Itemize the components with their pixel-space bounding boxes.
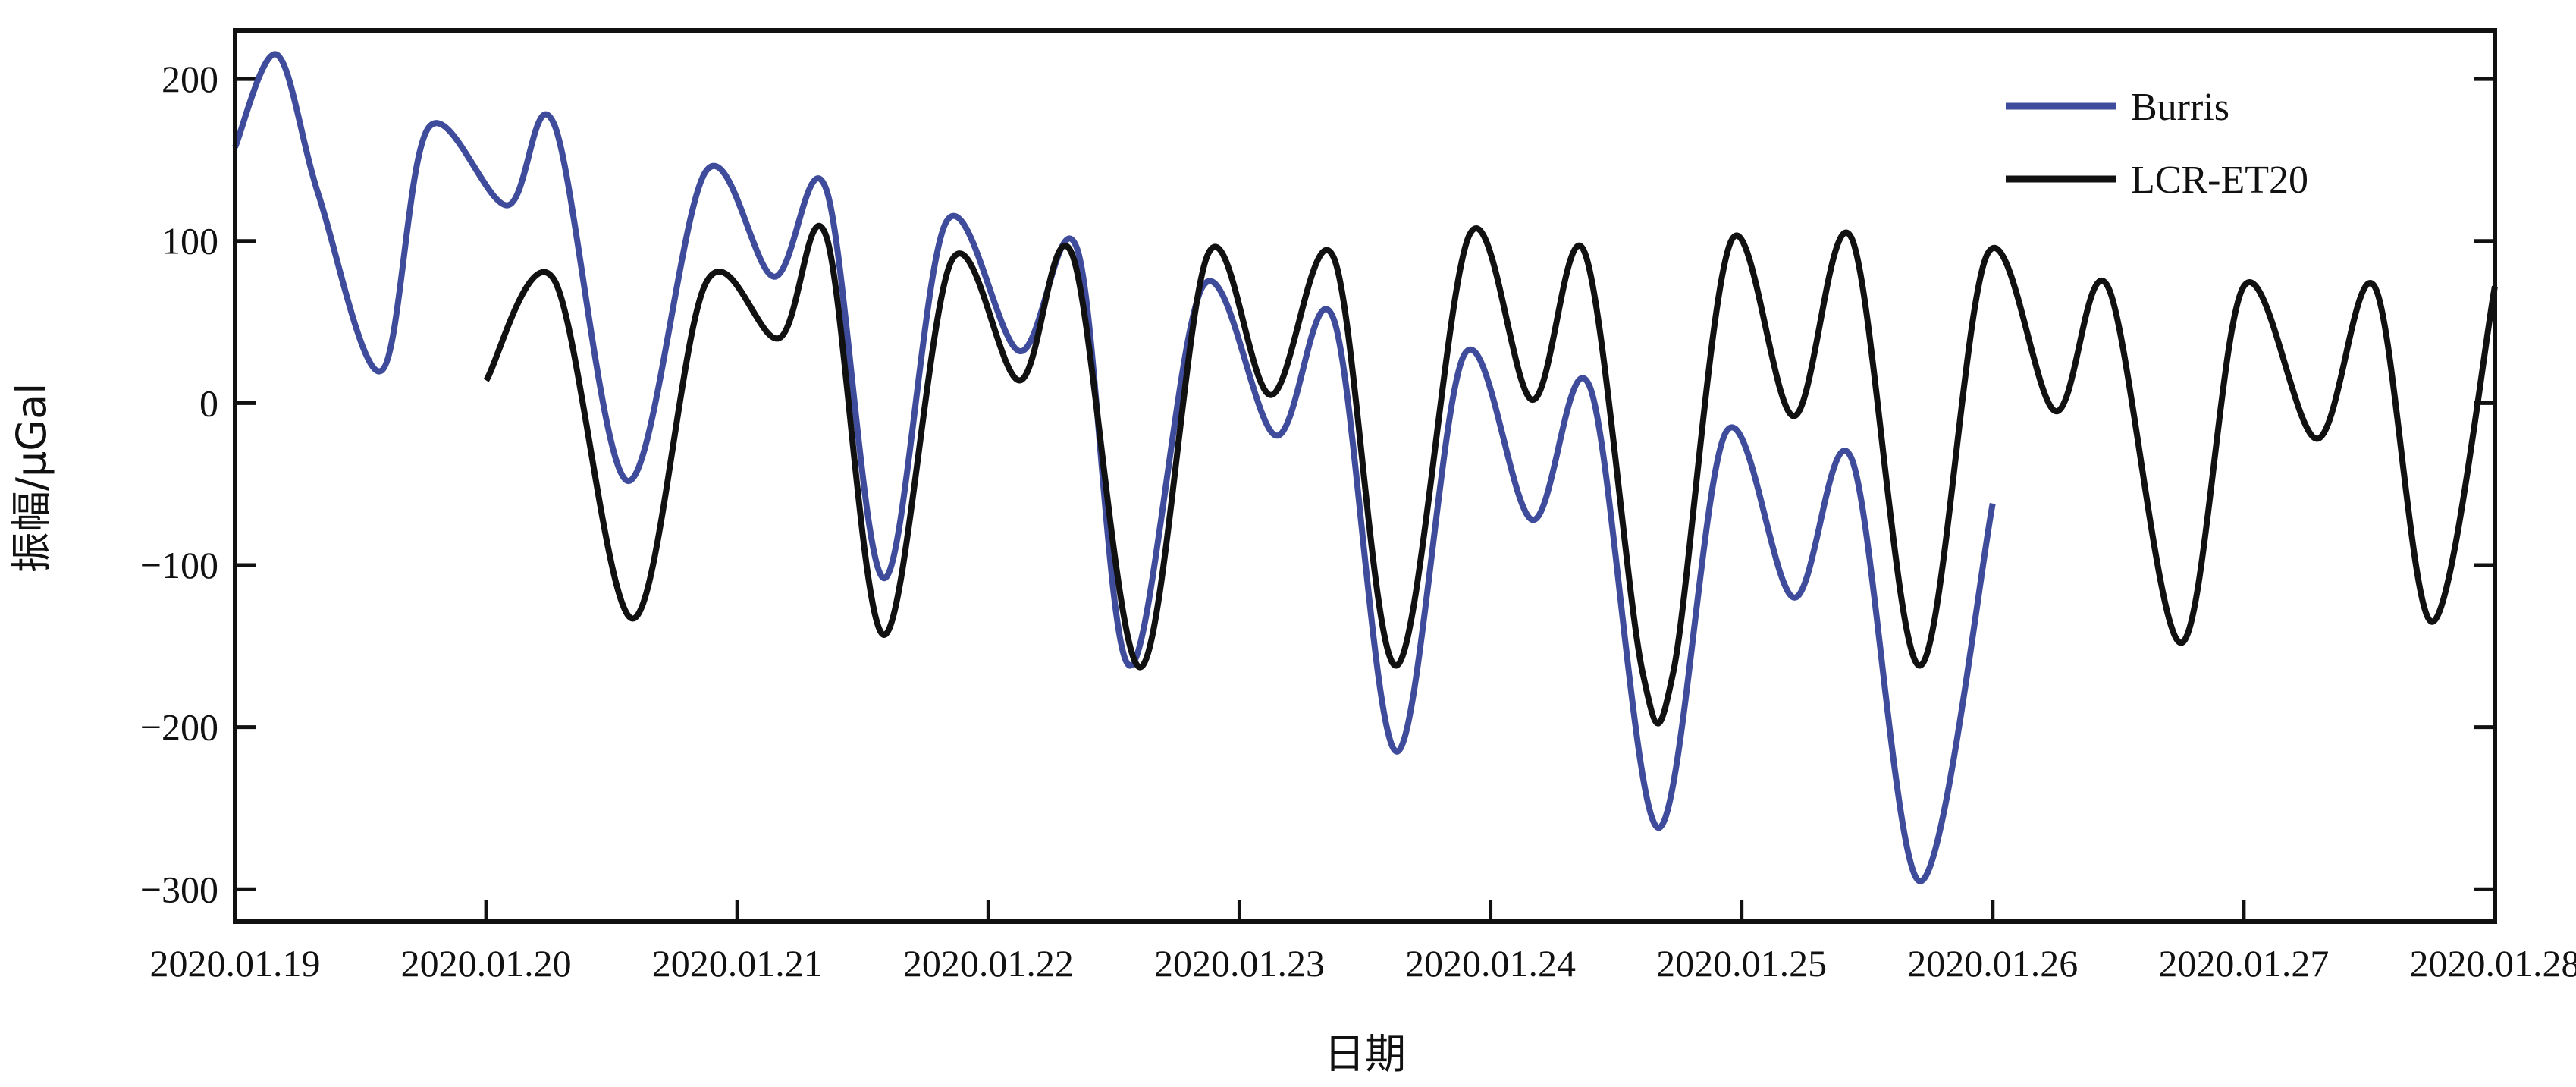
x-tick-label: 2020.01.27 [2158,942,2329,985]
x-tick-label: 2020.01.25 [1656,942,1827,985]
y-tick-label: 100 [162,220,218,262]
x-tick-label: 2020.01.19 [150,942,321,985]
legend: Burris LCR-ET20 [2006,86,2308,202]
x-tick-label: 2020.01.23 [1154,942,1325,985]
y-tick-label: −100 [140,544,218,586]
legend-label-burris: Burris [2131,86,2229,129]
x-tick-label: 2020.01.21 [652,942,823,985]
x-tick-label: 2020.01.28 [2410,942,2576,985]
x-tick-label: 2020.01.20 [401,942,572,985]
y-axis-title: 振幅/μGal [8,383,55,573]
x-axis-title: 日期 [1324,1030,1406,1078]
x-tick-label: 2020.01.22 [903,942,1074,985]
y-tick-label: 0 [199,382,218,424]
series-layer [232,51,2498,884]
series-line-burris [232,51,1996,884]
y-tick-label: −300 [140,868,218,910]
series-line-lcr-et20 [483,223,2498,727]
y-tick-label: 200 [162,58,218,100]
y-tick-label: −200 [140,706,218,749]
x-tick-label: 2020.01.24 [1405,942,1576,985]
plot-frame [233,28,2497,924]
axis-ticks [233,77,2497,922]
x-tick-label: 2020.01.26 [1907,942,2078,985]
tick-labels: 2020.01.19 2020.01.20 2020.01.21 2020.01.22… [140,58,2576,985]
legend-label-lcr-et20: LCR-ET20 [2131,159,2308,202]
